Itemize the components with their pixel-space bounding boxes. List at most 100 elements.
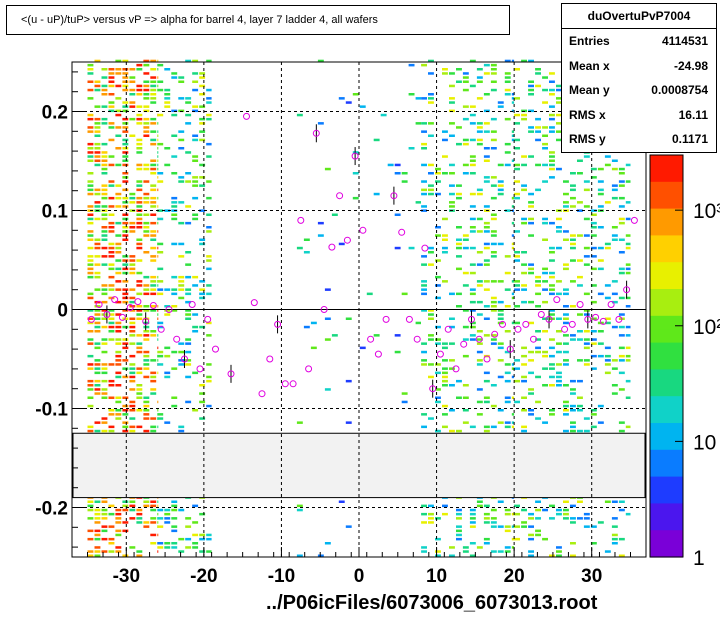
heatmap-cell (549, 93, 555, 96)
heatmap-cell (415, 201, 421, 204)
heatmap-cell (150, 334, 157, 337)
heatmap-cell (456, 192, 462, 196)
heatmap-cell (108, 80, 115, 83)
heatmap-cell (570, 172, 576, 175)
heatmap-cell (469, 192, 476, 196)
heatmap-cell (150, 88, 157, 92)
heatmap-cell (549, 159, 555, 162)
stats-row-rms-x: RMS x 16.11 (562, 103, 716, 128)
heatmap-cell (129, 134, 136, 137)
heatmap-cell (101, 217, 108, 221)
heatmap-cell (570, 259, 576, 262)
heatmap-cell (521, 188, 527, 192)
profile-point (537, 311, 545, 318)
heatmap-cell (542, 147, 548, 150)
heatmap-cell (150, 429, 157, 433)
heatmap-cell (521, 429, 527, 433)
heatmap-cell (143, 196, 150, 200)
heatmap-cell (604, 500, 611, 503)
profile-point (289, 380, 297, 388)
heatmap-cell (87, 255, 94, 258)
heatmap-cell (317, 59, 324, 63)
heatmap-cell (428, 517, 434, 520)
heatmap-cell (528, 533, 534, 537)
heatmap-cell (556, 217, 562, 221)
heatmap-cell (449, 122, 455, 125)
heatmap-cell (476, 330, 483, 333)
heatmap-cell (456, 533, 462, 537)
heatmap-cell (157, 334, 159, 337)
heatmap-cell (514, 147, 520, 150)
heatmap-cell (563, 409, 569, 412)
heatmap-cell (483, 205, 490, 208)
heatmap-cell (563, 404, 569, 408)
heatmap-cell (497, 101, 504, 104)
heatmap-cell (115, 271, 122, 275)
heatmap-cell (150, 246, 157, 250)
heatmap-cell (129, 371, 136, 375)
heatmap-cell (164, 97, 171, 100)
heatmap-cell (171, 275, 178, 279)
heatmap-cell (563, 263, 569, 266)
heatmap-cell (185, 275, 192, 279)
heatmap-cell (150, 138, 157, 142)
heatmap-cell (87, 429, 94, 433)
heatmap-cell (199, 209, 206, 212)
heatmap-cell (143, 230, 150, 233)
heatmap-cell (150, 533, 157, 537)
heatmap-cell (476, 217, 483, 221)
heatmap-cell (421, 280, 427, 283)
heatmap-cell (421, 413, 427, 416)
heatmap-cell (483, 425, 490, 429)
heatmap-cell (199, 296, 206, 300)
heatmap-cell (115, 371, 122, 375)
heatmap-cell (87, 263, 94, 266)
heatmap-cell (185, 313, 192, 316)
heatmap-cell (94, 537, 101, 541)
heatmap-cell (549, 284, 555, 287)
heatmap-cell (583, 292, 590, 296)
heatmap-cell (338, 500, 345, 503)
heatmap-cell (497, 342, 504, 345)
heatmap-cell (129, 429, 136, 433)
heatmap-cell (178, 537, 185, 541)
heatmap-cell (590, 354, 597, 358)
heatmap-cell (115, 517, 122, 520)
heatmap-cell (469, 292, 476, 296)
heatmap-cell (442, 384, 448, 387)
heatmap-cell (157, 417, 164, 420)
heatmap-cell (164, 546, 171, 549)
heatmap-cell (143, 292, 150, 296)
heatmap-cell (504, 305, 511, 308)
heatmap-cell (101, 88, 108, 92)
heatmap-cell (94, 147, 101, 150)
profile-point (351, 152, 359, 160)
heatmap-cell (101, 155, 108, 158)
heatmap-cell (150, 359, 157, 362)
heatmap-cell (563, 321, 569, 325)
heatmap-cell (199, 105, 206, 108)
heatmap-cell (604, 321, 611, 325)
heatmap-cell (583, 525, 590, 528)
heatmap-cell (115, 546, 122, 549)
heatmap-cell (435, 342, 441, 345)
heatmap-cell (178, 255, 185, 258)
heatmap-cell (394, 334, 401, 337)
heatmap-cell (577, 201, 583, 204)
heatmap-cell (352, 93, 359, 96)
heatmap-cell (101, 230, 108, 233)
heatmap-cell (549, 221, 555, 225)
heatmap-cell (490, 68, 497, 71)
heatmap-cell (528, 271, 534, 275)
heatmap-cell (115, 280, 122, 283)
heatmap-cell (87, 388, 94, 391)
heatmap-cell (150, 275, 157, 279)
heatmap-cell (570, 421, 576, 424)
heatmap-cell (570, 246, 576, 250)
heatmap-cell (178, 242, 185, 246)
heatmap-cell (136, 105, 143, 108)
heatmap-cell (490, 147, 497, 150)
heatmap-cell (164, 521, 171, 524)
heatmap-cell (435, 554, 441, 557)
heatmap-cell (442, 346, 448, 350)
